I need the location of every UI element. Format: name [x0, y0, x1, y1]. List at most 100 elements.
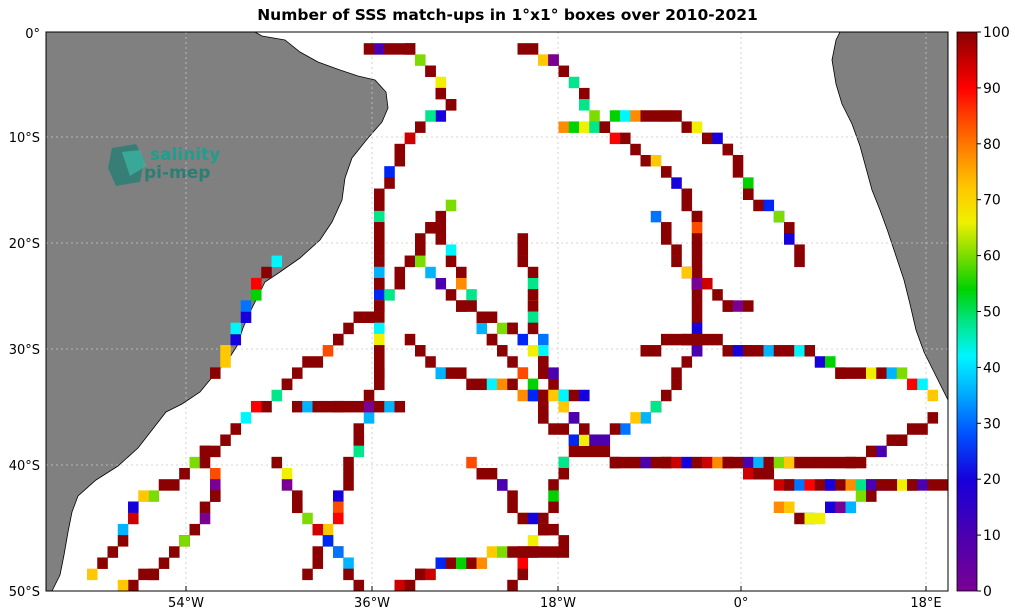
match-up-box — [384, 43, 395, 55]
match-up-box — [671, 367, 682, 379]
match-up-box — [415, 345, 426, 357]
match-up-box — [538, 512, 549, 525]
match-up-box — [251, 289, 262, 301]
match-up-box — [866, 367, 877, 379]
match-up-box — [558, 65, 570, 78]
match-up-box — [415, 568, 426, 581]
x-tick-label: 54°W — [168, 596, 204, 610]
x-tick-label: 18°E — [910, 596, 941, 610]
match-up-box — [784, 456, 795, 469]
match-up-box — [394, 266, 406, 279]
match-up-box — [456, 557, 467, 569]
match-up-box — [343, 468, 354, 480]
match-up-box — [527, 389, 539, 402]
match-up-box — [538, 356, 549, 368]
match-up-box — [527, 311, 539, 323]
match-up-box — [845, 501, 857, 514]
match-up-box — [476, 322, 488, 335]
match-up-box — [722, 300, 734, 312]
match-up-box — [374, 345, 385, 357]
match-up-box — [620, 456, 631, 469]
match-up-box — [743, 456, 754, 469]
match-up-box — [681, 199, 693, 212]
match-up-box — [292, 400, 303, 413]
match-up-box — [579, 423, 590, 435]
match-up-box — [445, 199, 457, 212]
match-up-box — [343, 456, 354, 469]
match-up-box — [210, 367, 221, 379]
match-up-box — [322, 523, 334, 536]
match-up-box — [251, 400, 262, 413]
match-up-box — [609, 423, 621, 435]
match-up-box — [640, 412, 652, 424]
match-up-box — [558, 546, 570, 558]
match-up-box — [825, 501, 836, 514]
match-up-box — [169, 546, 180, 558]
match-up-box — [404, 333, 416, 346]
match-up-box — [681, 121, 693, 133]
match-up-box — [804, 512, 816, 525]
match-up-box — [394, 43, 406, 55]
match-up-box — [240, 300, 252, 312]
match-up-box — [507, 356, 518, 368]
match-up-box — [497, 322, 508, 335]
match-up-box — [732, 300, 744, 312]
match-up-box — [691, 277, 703, 290]
match-up-box — [691, 456, 703, 469]
match-up-box — [773, 456, 785, 469]
match-up-box — [374, 43, 385, 55]
match-up-box — [486, 378, 498, 391]
match-up-box — [907, 423, 918, 435]
match-up-box — [486, 311, 498, 323]
match-up-box — [538, 367, 549, 379]
match-up-box — [333, 490, 344, 502]
match-up-box — [517, 568, 529, 581]
match-up-box — [445, 289, 457, 301]
match-up-box — [671, 177, 682, 189]
y-tick-label: 50°S — [9, 585, 40, 600]
match-up-box — [507, 501, 518, 514]
match-up-box — [517, 255, 529, 268]
x-tick-label: 0° — [734, 596, 749, 610]
match-up-box — [671, 333, 682, 346]
match-up-box — [691, 266, 703, 279]
match-up-box — [825, 456, 836, 469]
y-tick-label: 40°S — [9, 459, 40, 474]
match-up-box — [855, 456, 867, 469]
match-up-box — [128, 512, 139, 525]
match-up-box — [517, 233, 529, 245]
match-up-box — [814, 456, 826, 469]
match-up-box — [281, 378, 293, 391]
match-up-box — [763, 468, 775, 480]
match-up-box — [876, 445, 887, 458]
map-frame — [45, 31, 949, 592]
match-up-box — [363, 412, 375, 424]
match-up-box — [435, 76, 447, 89]
match-up-box — [548, 54, 559, 66]
colorbar-tick-label: 70 — [983, 193, 1001, 209]
match-up-box — [702, 333, 713, 346]
match-up-box — [456, 266, 467, 279]
match-up-box — [128, 579, 139, 591]
match-up-box — [333, 512, 344, 525]
match-up-box — [445, 367, 457, 379]
match-up-box — [896, 479, 908, 491]
match-up-box — [425, 65, 436, 78]
match-up-box — [876, 367, 887, 379]
match-up-box — [702, 277, 713, 290]
match-up-box — [568, 389, 580, 402]
match-up-box — [558, 456, 570, 469]
match-up-box — [138, 568, 149, 581]
match-up-box — [230, 322, 242, 335]
match-up-box — [374, 367, 385, 379]
colorbar-tick-label: 20 — [983, 472, 1001, 488]
match-up-box — [579, 121, 590, 133]
match-up-box — [630, 412, 641, 424]
match-up-box — [394, 400, 406, 413]
match-up-box — [445, 244, 457, 256]
match-up-box — [507, 490, 518, 502]
match-up-box — [722, 345, 734, 357]
match-up-box — [517, 244, 529, 256]
match-up-box — [394, 579, 406, 591]
colorbar-tick-label: 40 — [983, 360, 1001, 376]
